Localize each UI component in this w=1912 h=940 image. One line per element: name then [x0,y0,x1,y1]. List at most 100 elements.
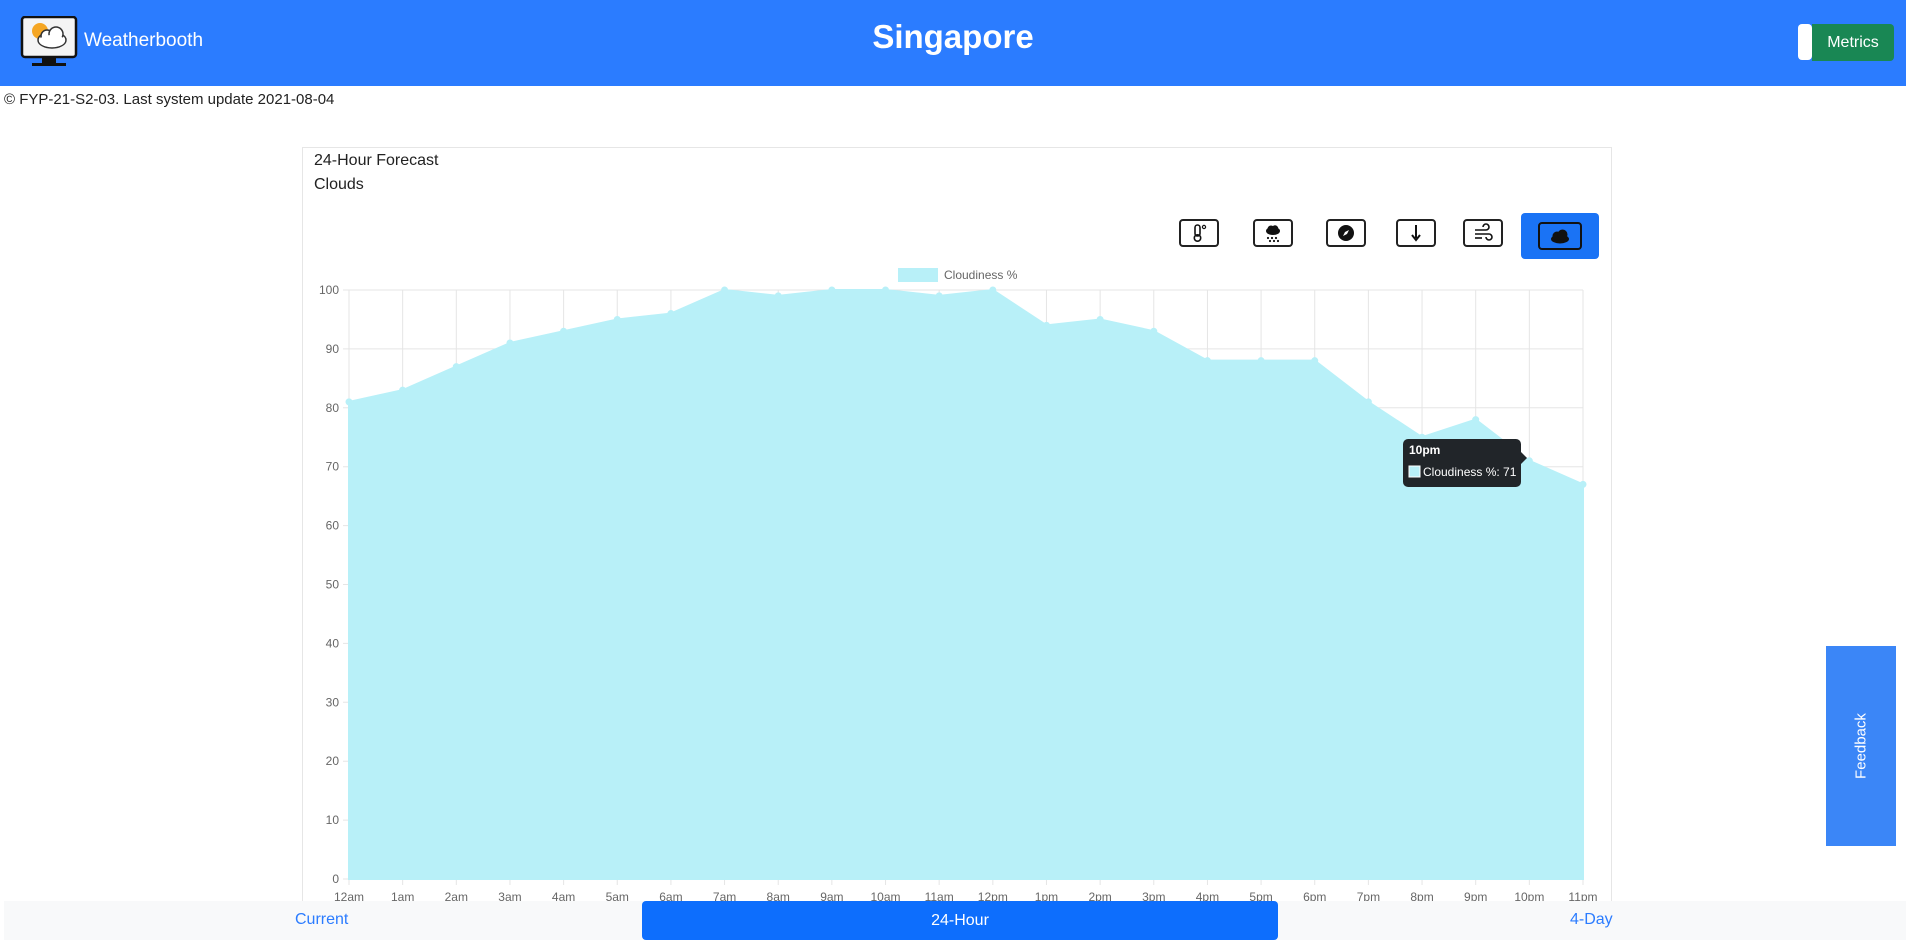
x-tick-label: 8am [767,890,790,904]
cloudiness-area [348,288,1584,880]
data-point[interactable] [506,339,514,347]
y-axis-ticks: 0 10 20 30 40 50 60 70 80 90 100 [319,283,339,886]
y-tick-label: 60 [326,519,340,533]
wind-speed-metric-button[interactable] [1463,219,1503,247]
rain-cloud-icon [1266,225,1280,243]
tooltip-title: 10pm [1409,443,1440,457]
x-tick-label: 4pm [1196,890,1219,904]
y-tick-label: 30 [326,695,340,709]
data-point[interactable] [613,315,621,323]
x-tick-label: 6pm [1303,890,1326,904]
x-tick-label: 11pm [1568,890,1597,904]
data-point[interactable] [1096,315,1104,323]
top-header: Weatherbooth Singapore Metrics [0,0,1906,86]
data-point[interactable] [1203,357,1211,365]
weatherbooth-logo-icon[interactable] [20,15,78,68]
cloudiness-chart: 0 10 20 30 40 50 60 70 80 90 100 12am 1am 2am 3am 4am 5… [319,268,1598,904]
y-tick-label: 100 [319,283,339,297]
data-point[interactable] [1364,398,1372,406]
x-tick-label: 2pm [1088,890,1111,904]
tooltip-swatch [1408,465,1421,478]
feedback-label: Feedback [1852,713,1870,779]
data-point[interactable] [345,398,353,406]
y-tick-label: 80 [326,401,340,415]
x-tick-label: 9pm [1464,890,1487,904]
card-title: 24-Hour Forecast [314,152,439,169]
chart-points-layer [345,286,1587,488]
legend-label: Cloudiness % [944,268,1018,282]
nav-24-hour[interactable]: 24-Hour [642,901,1278,940]
data-point[interactable] [935,292,943,300]
x-tick-label: 7am [713,890,736,904]
temperature-metric-button[interactable] [1179,219,1219,247]
chart-tooltip: 10pm Cloudiness %: 71 [1403,439,1527,487]
data-point[interactable] [1579,480,1587,488]
metrics-toggle[interactable] [1798,24,1812,60]
x-tick-label: 3am [498,890,521,904]
data-point[interactable] [452,363,460,371]
thermometer-icon [1193,224,1207,243]
compass-icon [1338,225,1354,241]
page-title: Singapore [872,18,1034,55]
x-tick-label: 1am [391,890,414,904]
brand-name[interactable]: Weatherbooth [84,30,204,51]
x-tick-label: 5am [606,890,629,904]
x-tick-label: 12am [334,890,364,904]
x-axis-ticks: 12am 1am 2am 3am 4am 5am 6am 7am 8am 9am 10am 11am 1… [334,890,1598,904]
tooltip-label: Cloudiness %: 71 [1423,465,1517,479]
x-tick-label: 11am [925,890,954,904]
data-point[interactable] [721,286,729,294]
data-point[interactable] [1257,357,1265,365]
chart-legend[interactable]: Cloudiness % [898,268,1018,282]
data-point[interactable] [828,286,836,294]
x-tick-label: 9am [820,890,843,904]
cloud-icon [1551,229,1569,244]
y-tick-label: 10 [326,813,340,827]
pressure-arrow-icon [1411,225,1421,242]
system-update-note: © FYP-21-S2-03. Last system update 2021-… [4,91,335,108]
wind-direction-metric-button[interactable] [1326,219,1366,247]
x-tick-label: 3pm [1142,890,1165,904]
pressure-metric-button[interactable] [1396,219,1436,247]
data-point[interactable] [882,286,890,294]
x-tick-label: 10am [871,890,901,904]
y-tick-label: 20 [326,754,340,768]
x-tick-label: 7pm [1357,890,1380,904]
bottom-nav: Current 24-Hour 4-Day [4,901,1906,940]
data-point[interactable] [399,386,407,394]
data-point[interactable] [774,292,782,300]
data-point[interactable] [1525,457,1533,465]
data-point[interactable] [1042,321,1050,329]
x-tick-label: 8pm [1410,890,1433,904]
data-point[interactable] [989,286,997,294]
x-tick-label: 1pm [1035,890,1058,904]
y-tick-label: 70 [326,460,340,474]
legend-swatch [898,268,938,282]
nav-4-day[interactable]: 4-Day [1570,911,1613,928]
x-tick-label: 6am [659,890,682,904]
x-tick-label: 2am [445,890,468,904]
y-tick-label: 40 [326,636,340,650]
clouds-metric-button[interactable] [1521,213,1599,259]
card-subtitle: Clouds [314,176,364,193]
rain-metric-button[interactable] [1253,219,1293,247]
y-tick-label: 90 [326,342,340,356]
data-point[interactable] [1472,416,1480,424]
metrics-button[interactable]: Metrics [1812,24,1894,61]
y-tick-label: 0 [332,872,339,886]
clouds-button-frame [1538,222,1582,250]
data-point[interactable] [1150,327,1158,335]
x-tick-label: 10pm [1514,890,1544,904]
x-tick-label: 12pm [978,890,1008,904]
y-tick-label: 50 [326,578,340,592]
wind-icon [1475,223,1493,241]
data-point[interactable] [1311,357,1319,365]
x-tick-label: 5pm [1249,890,1272,904]
chart-area-layer [348,288,1584,880]
forecast-card: 24-Hour Forecast Clouds [302,147,1612,908]
x-tick-label: 4am [552,890,575,904]
feedback-button[interactable]: Feedback [1826,646,1896,846]
data-point[interactable] [667,310,675,318]
data-point[interactable] [560,327,568,335]
nav-current[interactable]: Current [295,911,349,928]
